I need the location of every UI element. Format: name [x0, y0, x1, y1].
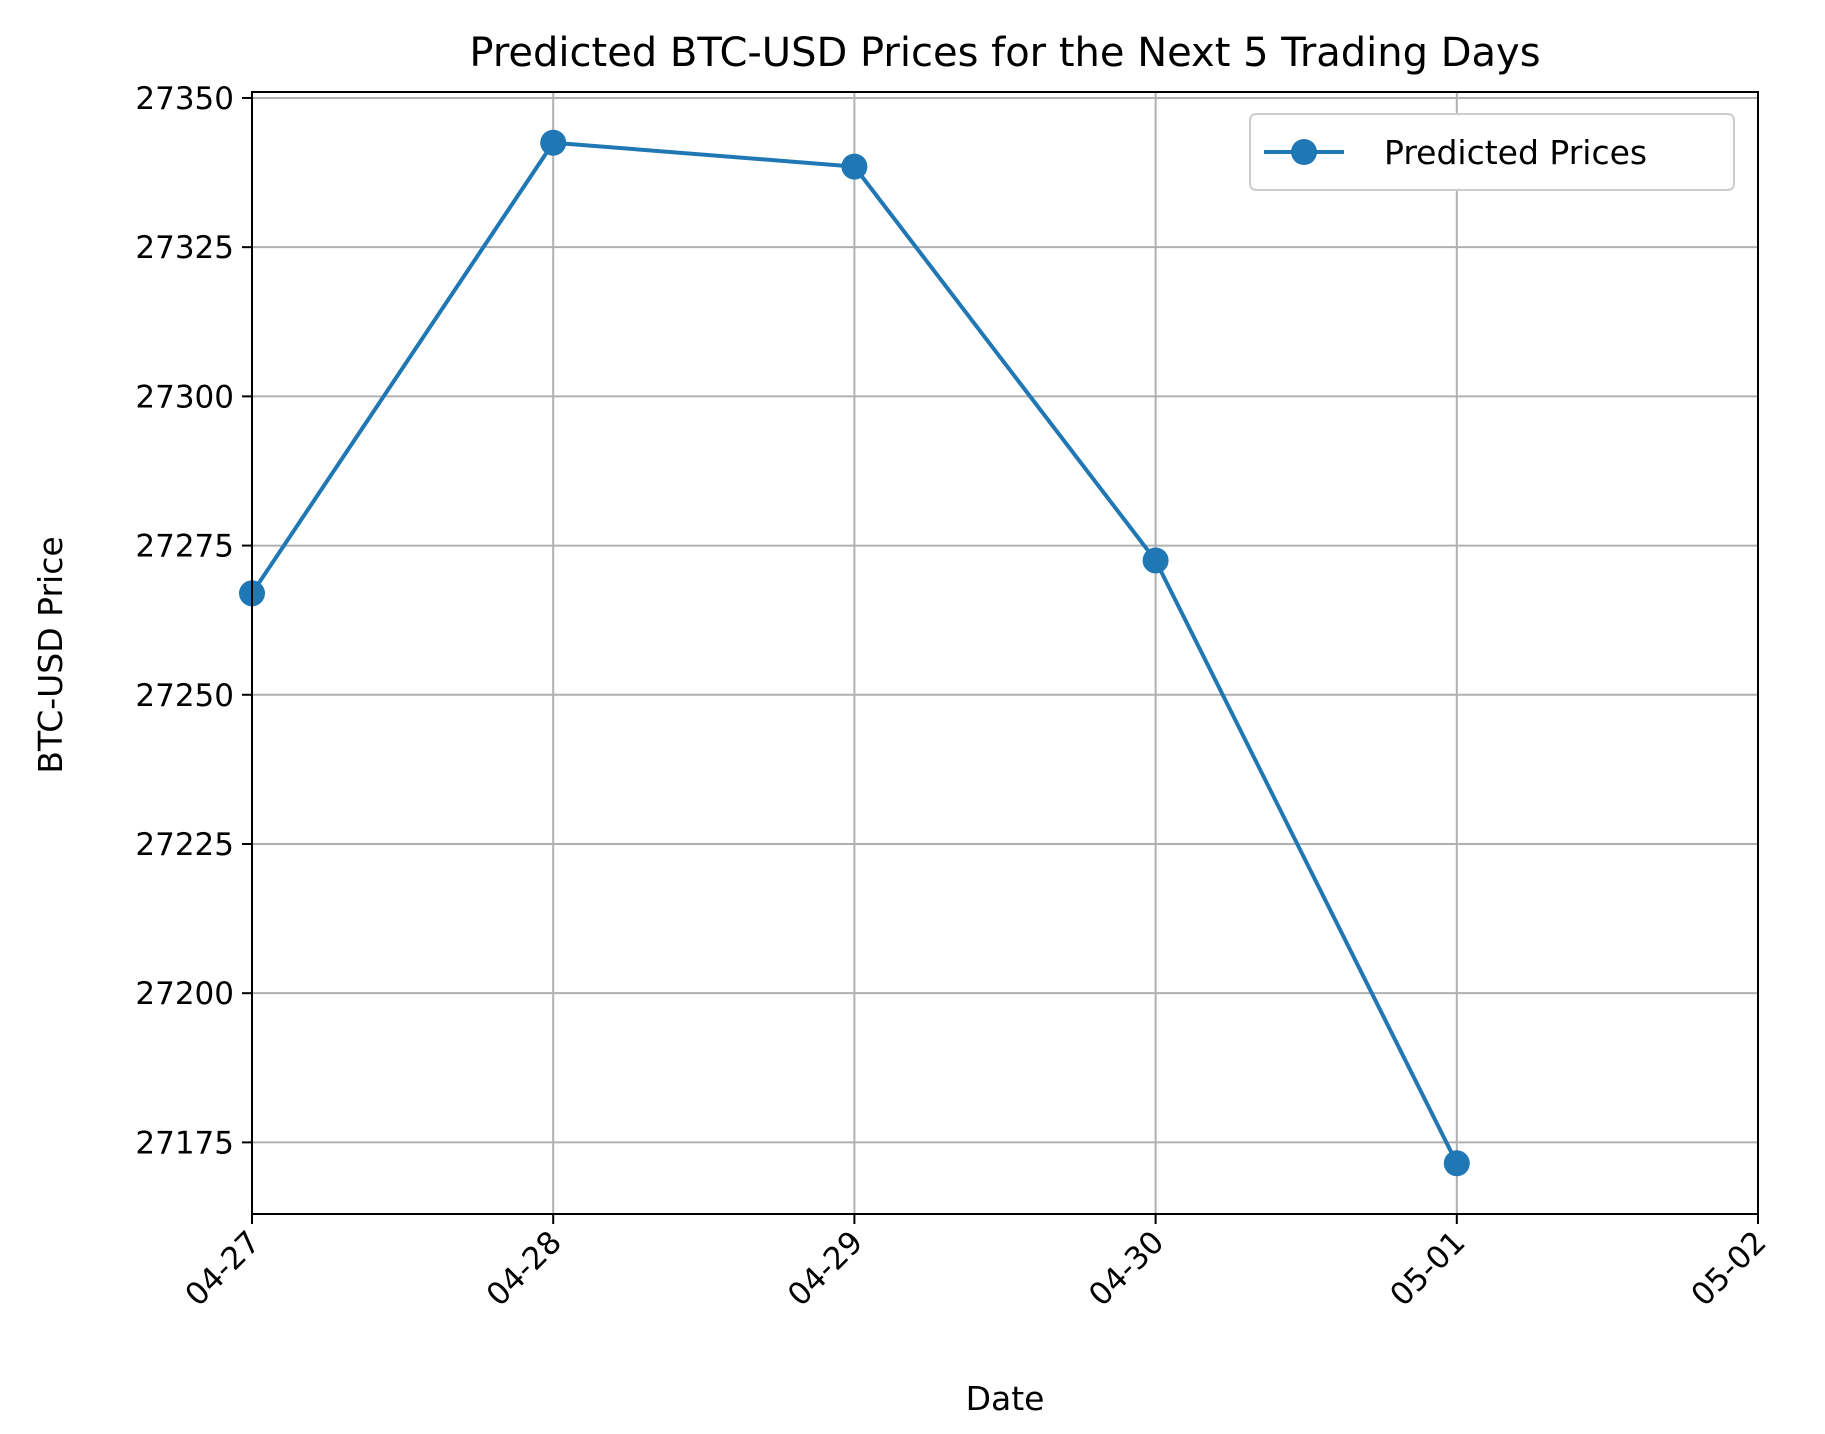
- legend-marker: [1291, 139, 1317, 165]
- data-point: [1443, 1150, 1470, 1177]
- y-tick-label: 27200: [135, 976, 234, 1012]
- y-axis-label: BTC-USD Price: [31, 536, 70, 773]
- y-tick-label: 27250: [135, 678, 234, 714]
- data-point: [540, 129, 567, 156]
- legend-label: Predicted Prices: [1384, 133, 1647, 172]
- chart-title: Predicted BTC-USD Prices for the Next 5 …: [469, 30, 1540, 76]
- x-axis-label: Date: [966, 1379, 1045, 1418]
- legend-box: [1249, 113, 1735, 191]
- y-tick-label: 27175: [135, 1125, 234, 1161]
- y-tick-label: 27300: [135, 379, 234, 415]
- y-tick-label: 27225: [135, 827, 234, 863]
- legend: Predicted Prices: [1249, 113, 1735, 191]
- y-tick-label: 27350: [135, 81, 234, 117]
- y-tick-label: 27325: [135, 230, 234, 266]
- data-point: [1142, 547, 1169, 574]
- series-layer: [239, 129, 1470, 1177]
- data-point: [841, 153, 868, 180]
- y-tick-label: 27275: [135, 529, 234, 565]
- plot-frame: [251, 91, 1759, 1215]
